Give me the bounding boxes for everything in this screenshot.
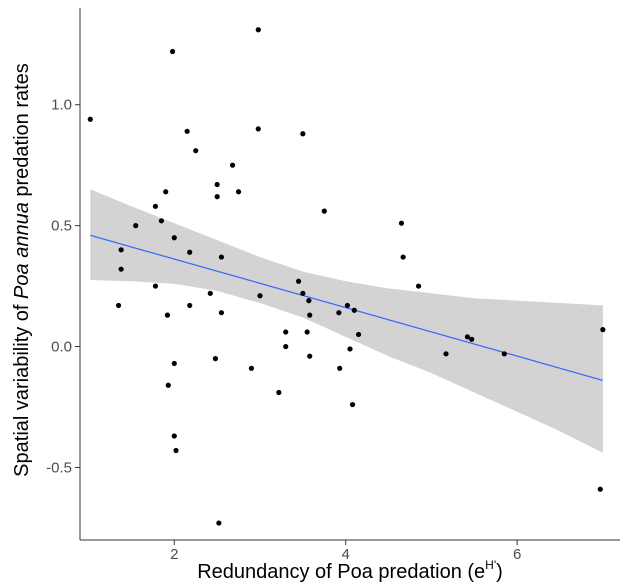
- data-point: [214, 194, 220, 200]
- data-point: [337, 365, 343, 371]
- data-point: [321, 208, 327, 214]
- data-point: [304, 329, 310, 335]
- x-tick-label: 2: [170, 546, 178, 563]
- y-axis-title-part-3: predation rates: [11, 63, 33, 202]
- data-point: [164, 312, 171, 318]
- data-point: [152, 283, 159, 289]
- data-point: [218, 254, 225, 260]
- data-point: [133, 223, 139, 229]
- data-point: [257, 293, 263, 299]
- data-point: [307, 312, 313, 318]
- data-point: [216, 520, 222, 526]
- data-point: [184, 128, 190, 134]
- data-point: [152, 203, 159, 209]
- x-axis-title-suffix: ): [496, 561, 503, 583]
- data-point: [165, 382, 171, 388]
- data-points-layer: [87, 27, 606, 526]
- x-tick-label: 6: [513, 546, 521, 563]
- y-axis-title: Spatial variability of Poa annua predati…: [11, 63, 33, 477]
- data-point: [295, 278, 302, 284]
- y-tick-label: 0.5: [51, 218, 72, 235]
- data-point: [214, 181, 220, 188]
- data-point: [355, 331, 362, 338]
- data-point: [255, 126, 261, 132]
- y-tick-label: 0.0: [51, 339, 72, 356]
- data-point: [118, 266, 124, 272]
- confidence-band: [90, 189, 603, 453]
- data-point: [469, 336, 475, 342]
- data-point: [351, 307, 357, 313]
- data-point: [344, 302, 351, 309]
- data-point: [283, 329, 289, 335]
- data-point: [173, 447, 179, 454]
- data-point: [400, 254, 406, 260]
- data-point: [229, 162, 236, 168]
- x-axis-title: Redundancy of Poa predation (eH'): [197, 558, 503, 583]
- data-point: [115, 302, 122, 309]
- y-tick-label: -0.5: [46, 459, 72, 476]
- confidence-band-layer: [90, 189, 603, 453]
- data-point: [255, 27, 261, 33]
- x-axis-title-superscript: H': [485, 558, 496, 572]
- data-point: [248, 365, 255, 371]
- data-point: [207, 290, 213, 296]
- data-point: [163, 189, 169, 195]
- data-point: [300, 290, 306, 296]
- data-point: [118, 247, 124, 253]
- y-axis-title-species: Poa annua: [11, 202, 33, 299]
- data-point: [218, 310, 225, 316]
- x-axis-title-main: Redundancy of Poa predation (e: [197, 561, 485, 583]
- data-point: [398, 220, 405, 226]
- data-point: [158, 218, 165, 224]
- data-point: [415, 283, 422, 289]
- data-point: [501, 351, 507, 357]
- data-point: [600, 327, 606, 333]
- data-point: [171, 360, 177, 367]
- data-point: [347, 346, 353, 352]
- data-point: [235, 189, 242, 195]
- data-point: [193, 148, 199, 154]
- y-axis-title-part-1: Spatial variability of: [11, 299, 33, 477]
- data-point: [464, 334, 471, 340]
- data-point: [336, 310, 342, 316]
- data-point: [212, 356, 219, 362]
- data-point: [171, 235, 177, 241]
- axes-layer: 2 4 6 -0.5 0.0 0.5 1.0: [46, 8, 620, 563]
- data-point: [169, 48, 176, 55]
- data-point: [283, 343, 289, 350]
- data-point: [443, 351, 449, 357]
- data-point: [349, 401, 356, 408]
- data-point: [171, 433, 177, 439]
- data-point: [597, 486, 603, 492]
- data-point: [187, 249, 193, 255]
- data-point: [307, 353, 313, 359]
- data-point: [300, 131, 306, 137]
- data-point: [187, 302, 193, 309]
- data-point: [306, 298, 312, 304]
- data-point: [276, 389, 282, 396]
- x-tick-label: 4: [342, 546, 350, 563]
- y-tick-label: 1.0: [51, 97, 72, 114]
- data-point: [87, 116, 93, 122]
